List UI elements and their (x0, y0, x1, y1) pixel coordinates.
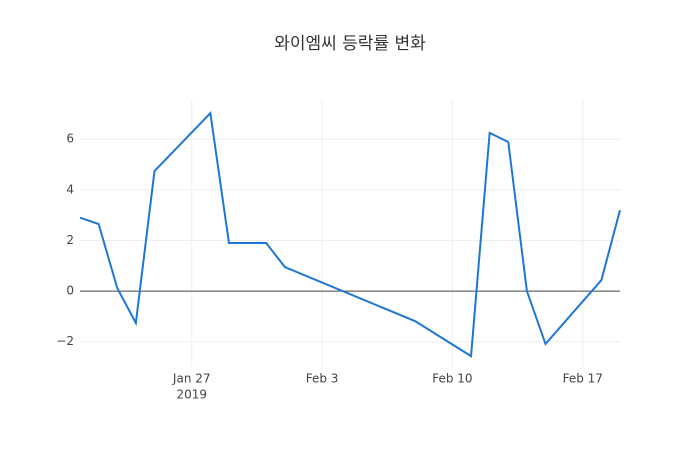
x-tick-label: Feb 3 (306, 372, 339, 386)
chart-title: 와이엠씨 등락률 변화 (274, 34, 426, 54)
x-axis-year: 2019 (176, 388, 207, 402)
x-tick-label: Jan 27 (172, 372, 211, 386)
y-tick-label: 4 (66, 182, 74, 196)
line (79, 110, 621, 358)
y-tick-label: 0 (66, 284, 74, 298)
x-tick-label: Feb 17 (563, 372, 603, 386)
y-tick-label: 6 (66, 132, 74, 146)
y-tick-label: 2 (66, 233, 74, 247)
x-tick-label: Feb 10 (432, 372, 472, 386)
y-tick-label: −2 (56, 334, 74, 348)
